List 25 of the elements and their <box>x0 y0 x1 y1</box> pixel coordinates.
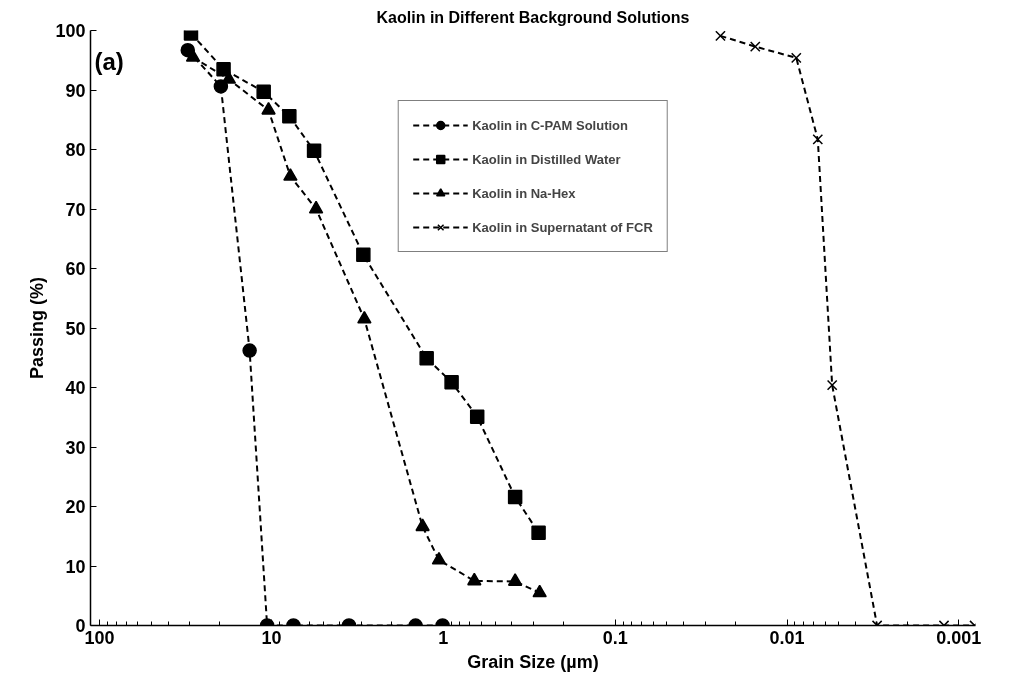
y-tick-label: 80 <box>65 140 86 160</box>
legend-label: Kaolin in Supernatant of FCR <box>472 219 653 235</box>
annotation: (a) <box>94 48 124 76</box>
y-tick-label: 60 <box>65 259 86 279</box>
x-tick-label: 0.01 <box>769 627 805 648</box>
legend-label: Kaolin in Distilled Water <box>472 151 621 167</box>
x-tick-label: 100 <box>84 627 115 648</box>
y-tick-label: 90 <box>65 80 86 101</box>
x-tick-label: 10 <box>261 627 282 648</box>
y-tick-label: 30 <box>65 437 86 458</box>
y-axis-title: Passing (%) <box>27 276 48 380</box>
y-tick-label: 70 <box>65 199 86 220</box>
legend-label: Kaolin in C-PAM Solution <box>472 117 628 133</box>
chart-title: Kaolin in Different Background Solutions <box>376 8 690 26</box>
x-axis-title: Grain Size (µm) <box>467 651 599 672</box>
x-tick-label: 0.001 <box>936 627 982 648</box>
y-tick-label: 100 <box>55 21 86 41</box>
legend-label: Kaolin in Na-Hex <box>472 185 576 201</box>
y-tick-label: 40 <box>65 378 86 398</box>
y-tick-label: 50 <box>65 318 86 339</box>
y-tick-label: 0 <box>75 616 86 636</box>
x-tick-label: 0.1 <box>602 627 628 648</box>
y-tick-label: 20 <box>65 497 86 517</box>
x-tick-label: 1 <box>438 627 449 648</box>
y-tick-label: 10 <box>65 556 86 577</box>
